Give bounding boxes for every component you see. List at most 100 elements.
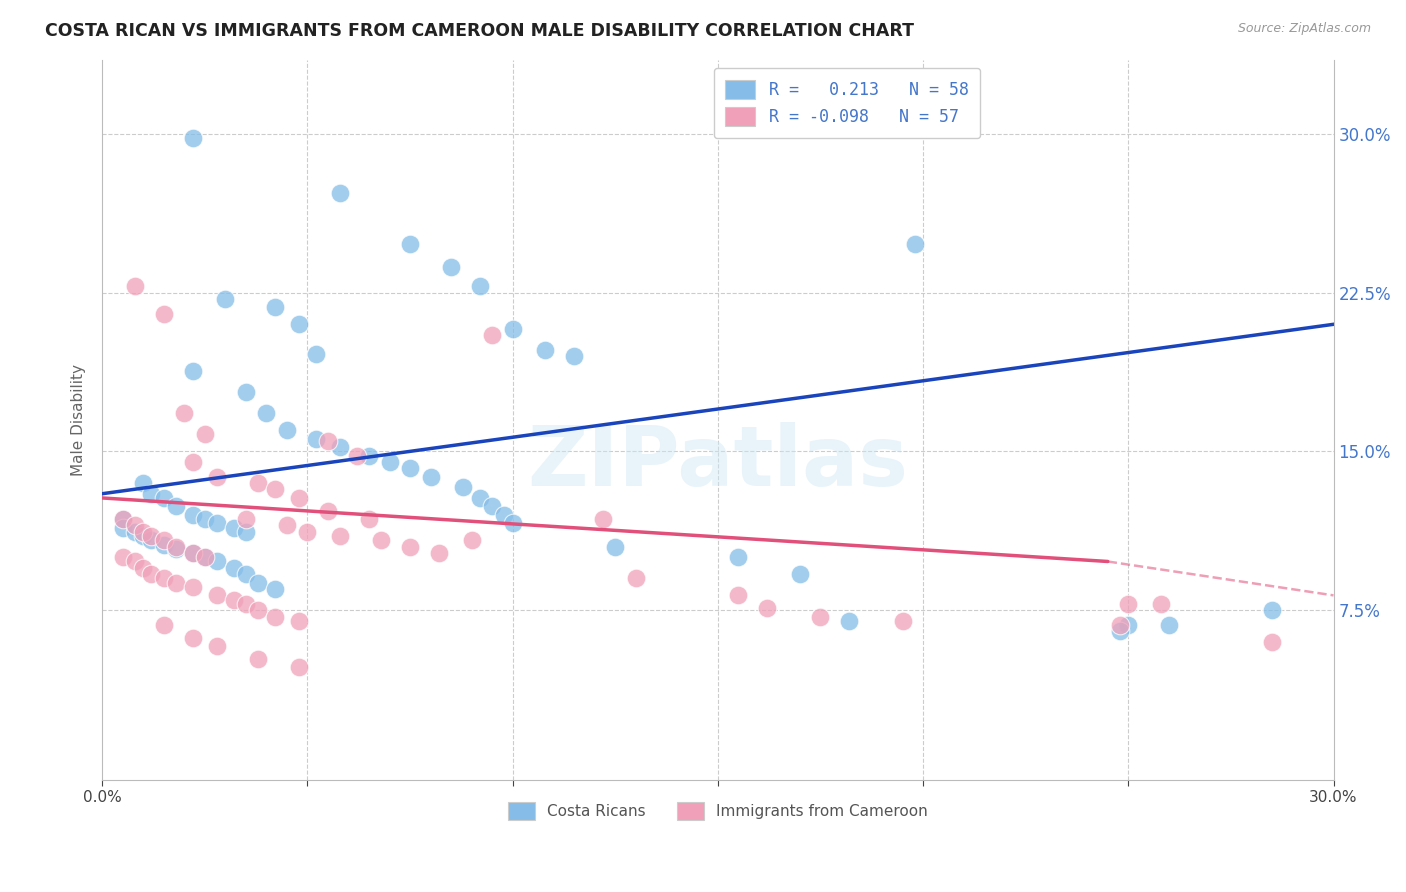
Point (427, 546, 450, 560)
Point (181, 364, 204, 378)
Point (316, 434, 339, 448)
Point (263, 582, 285, 596)
Point (165, 500, 187, 514)
Point (1150, 597, 1173, 611)
Point (132, 524, 155, 539)
Point (605, 540, 627, 554)
Point (592, 512, 614, 526)
Point (316, 503, 339, 517)
Point (222, 561, 245, 575)
Point (789, 567, 811, 582)
Point (399, 540, 422, 554)
Point (263, 301, 285, 315)
Point (346, 449, 368, 463)
Point (222, 592, 245, 607)
Point (329, 440, 352, 454)
Point (181, 546, 204, 560)
Text: COSTA RICAN VS IMMIGRANTS FROM CAMEROON MALE DISABILITY CORRELATION CHART: COSTA RICAN VS IMMIGRANTS FROM CAMEROON … (45, 22, 914, 40)
Point (247, 575, 270, 590)
Point (181, 508, 204, 522)
Point (247, 476, 270, 491)
Point (173, 406, 195, 420)
Point (838, 614, 860, 628)
Point (481, 327, 503, 342)
Point (329, 186, 352, 200)
Text: ZIPatlas: ZIPatlas (527, 422, 908, 503)
Point (1261, 635, 1284, 649)
Point (194, 550, 217, 565)
Point (111, 512, 134, 526)
Point (419, 470, 441, 484)
Point (891, 614, 914, 628)
Point (181, 580, 204, 594)
Point (297, 524, 319, 539)
Point (181, 455, 204, 469)
Point (263, 483, 285, 497)
Point (494, 508, 516, 522)
Point (502, 516, 524, 531)
Point (235, 597, 257, 611)
Point (124, 554, 146, 568)
Text: Source: ZipAtlas.com: Source: ZipAtlas.com (1237, 22, 1371, 36)
Point (727, 550, 749, 565)
Point (152, 307, 174, 321)
Point (502, 321, 524, 335)
Point (194, 427, 217, 442)
Point (222, 520, 245, 534)
Point (534, 343, 557, 357)
Point (152, 571, 174, 585)
Point (288, 491, 311, 505)
Point (468, 491, 491, 505)
Point (205, 516, 228, 531)
Point (624, 571, 647, 585)
Point (1116, 618, 1139, 632)
Point (205, 588, 228, 602)
Point (214, 292, 236, 306)
Point (111, 512, 134, 526)
Point (132, 476, 155, 491)
Y-axis label: Male Disability: Male Disability (72, 364, 86, 475)
Point (288, 660, 311, 674)
Point (132, 561, 155, 575)
Point (276, 423, 298, 437)
Point (440, 260, 463, 274)
Point (181, 546, 204, 560)
Point (165, 575, 187, 590)
Point (1109, 618, 1132, 632)
Point (481, 500, 503, 514)
Point (247, 652, 270, 666)
Point (141, 567, 163, 582)
Point (904, 236, 927, 251)
Point (1109, 624, 1132, 639)
Point (181, 631, 204, 645)
Point (1116, 597, 1139, 611)
Point (152, 491, 174, 505)
Point (235, 512, 257, 526)
Point (124, 518, 146, 533)
Point (254, 406, 277, 420)
Point (235, 524, 257, 539)
Point (460, 533, 482, 548)
Point (165, 541, 187, 556)
Point (132, 529, 155, 543)
Point (399, 461, 422, 475)
Point (165, 540, 187, 554)
Point (357, 512, 380, 526)
Point (1261, 603, 1284, 617)
Point (468, 279, 491, 293)
Point (727, 588, 749, 602)
Point (370, 533, 392, 548)
Point (453, 480, 475, 494)
Point (235, 385, 257, 400)
Point (194, 550, 217, 565)
Point (288, 614, 311, 628)
Point (810, 609, 832, 624)
Legend: Costa Ricans, Immigrants from Cameroon: Costa Ricans, Immigrants from Cameroon (502, 796, 934, 826)
Point (141, 529, 163, 543)
Point (111, 520, 134, 534)
Point (1159, 618, 1181, 632)
Point (378, 455, 401, 469)
Point (304, 432, 326, 446)
Point (181, 131, 204, 145)
Point (152, 618, 174, 632)
